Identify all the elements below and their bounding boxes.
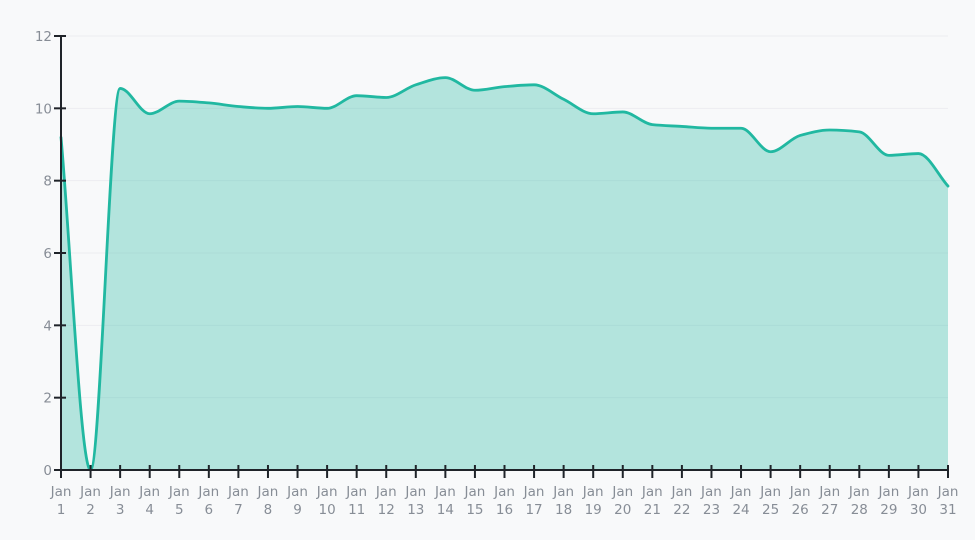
x-tick-label-day: 10 — [319, 502, 336, 518]
x-tick-label-month: Jan — [670, 484, 692, 500]
x-tick-label-day: 5 — [175, 502, 184, 518]
x-tick-label-day: 26 — [792, 502, 809, 518]
x-tick-label-day: 2 — [86, 502, 95, 518]
x-tick-label-day: 12 — [378, 502, 395, 518]
x-tick-label-day: 25 — [762, 502, 779, 518]
x-tick-label-month: Jan — [345, 484, 367, 500]
x-tick-label-month: Jan — [877, 484, 899, 500]
x-tick-label-day: 16 — [496, 502, 513, 518]
y-tick-label: 2 — [43, 391, 52, 407]
x-tick-label-day: 22 — [673, 502, 690, 518]
x-tick-label-day: 18 — [555, 502, 572, 518]
y-tick-label: 4 — [43, 318, 52, 334]
x-tick-label-day: 9 — [293, 502, 302, 518]
x-tick-label-month: Jan — [79, 484, 101, 500]
x-tick-label-day: 19 — [585, 502, 602, 518]
x-tick-label-month: Jan — [611, 484, 633, 500]
y-tick-label: 8 — [43, 174, 52, 190]
x-tick-label-month: Jan — [552, 484, 574, 500]
x-tick-label-month: Jan — [434, 484, 456, 500]
x-tick-label-month: Jan — [404, 484, 426, 500]
x-tick-label-day: 4 — [145, 502, 154, 518]
x-tick-label-day: 23 — [703, 502, 720, 518]
x-tick-label-month: Jan — [641, 484, 663, 500]
x-tick-label-month: Jan — [907, 484, 929, 500]
x-tick-label-month: Jan — [523, 484, 545, 500]
x-tick-label-month: Jan — [109, 484, 131, 500]
x-tick-label-day: 20 — [614, 502, 631, 518]
x-tick-label-day: 1 — [57, 502, 66, 518]
y-tick-label: 0 — [43, 463, 52, 479]
x-tick-label-day: 17 — [525, 502, 542, 518]
x-tick-label-month: Jan — [700, 484, 722, 500]
x-tick-label-month: Jan — [582, 484, 604, 500]
y-tick-label: 6 — [43, 246, 52, 262]
x-tick-label-day: 27 — [821, 502, 838, 518]
x-tick-label-month: Jan — [257, 484, 279, 500]
x-tick-label-day: 8 — [264, 502, 273, 518]
y-tick-label: 10 — [35, 101, 52, 117]
x-tick-label-day: 29 — [880, 502, 897, 518]
area-fill — [61, 77, 948, 470]
x-tick-label-day: 11 — [348, 502, 365, 518]
x-tick-label-month: Jan — [937, 484, 959, 500]
x-tick-label-month: Jan — [375, 484, 397, 500]
x-tick-label-month: Jan — [227, 484, 249, 500]
x-tick-label-month: Jan — [316, 484, 338, 500]
x-tick-label-day: 30 — [910, 502, 927, 518]
x-tick-label-day: 3 — [116, 502, 125, 518]
x-tick-label-month: Jan — [730, 484, 752, 500]
x-tick-label-day: 14 — [437, 502, 454, 518]
y-tick-label: 12 — [35, 29, 52, 45]
x-tick-label-month: Jan — [168, 484, 190, 500]
x-tick-label-day: 13 — [407, 502, 424, 518]
x-tick-label-month: Jan — [848, 484, 870, 500]
x-tick-label-month: Jan — [789, 484, 811, 500]
x-tick-label-month: Jan — [493, 484, 515, 500]
x-tick-label-month: Jan — [464, 484, 486, 500]
x-tick-label-month: Jan — [818, 484, 840, 500]
x-tick-label-month: Jan — [50, 484, 72, 500]
x-tick-label-day: 7 — [234, 502, 243, 518]
trend-line — [59, 76, 950, 472]
x-tick-label-day: 28 — [851, 502, 868, 518]
x-tick-label-day: 31 — [939, 502, 956, 518]
x-tick-label-day: 21 — [644, 502, 661, 518]
x-tick-label-month: Jan — [286, 484, 308, 500]
x-tick-label-day: 15 — [466, 502, 483, 518]
x-tick-label-day: 6 — [205, 502, 214, 518]
x-tick-label-month: Jan — [138, 484, 160, 500]
x-tick-label-month: Jan — [759, 484, 781, 500]
x-tick-label-month: Jan — [197, 484, 219, 500]
x-tick-label-day: 24 — [732, 502, 749, 518]
